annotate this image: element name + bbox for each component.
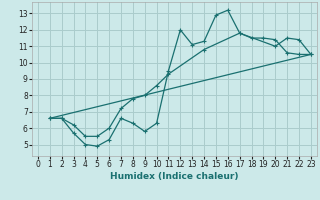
X-axis label: Humidex (Indice chaleur): Humidex (Indice chaleur) bbox=[110, 172, 239, 181]
